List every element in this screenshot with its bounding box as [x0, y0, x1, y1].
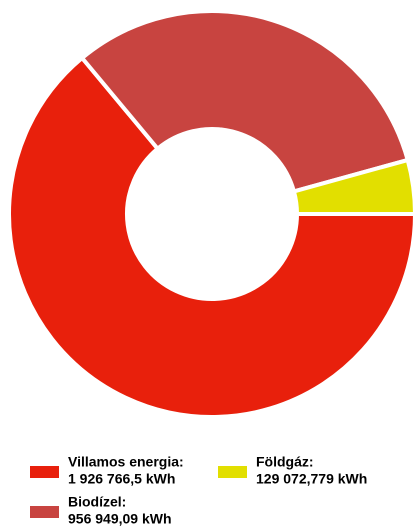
donut-slice: [79, 9, 411, 194]
legend-swatch: [30, 466, 59, 478]
legend-swatch: [218, 466, 247, 478]
donut-slice: [7, 55, 414, 419]
legend-label: Villamos energia:: [68, 454, 184, 470]
legend-value: 129 072,779 kWh: [256, 471, 367, 487]
legend-value: 1 926 766,5 kWh: [68, 471, 175, 487]
donut-slice: [291, 157, 414, 216]
legend-value: 956 949,09 kWh: [68, 511, 172, 527]
legend-label: Biodízel:: [68, 494, 126, 510]
legend-label: Földgáz:: [256, 454, 314, 470]
legend-swatch: [30, 506, 59, 518]
